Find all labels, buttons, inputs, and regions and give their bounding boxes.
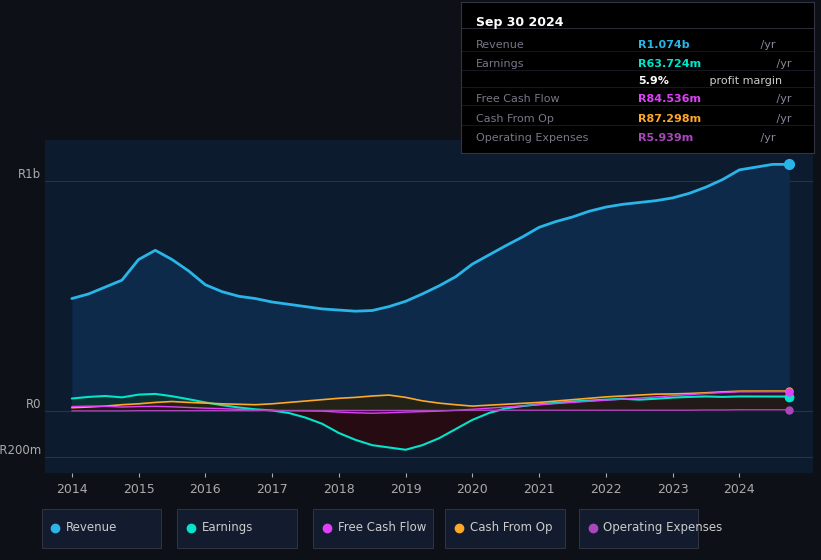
Text: Sep 30 2024: Sep 30 2024 xyxy=(475,16,563,29)
FancyBboxPatch shape xyxy=(579,508,699,548)
Text: R87.298m: R87.298m xyxy=(638,114,701,124)
Text: /yr: /yr xyxy=(773,114,792,124)
Text: R1b: R1b xyxy=(18,169,41,181)
Text: 5.9%: 5.9% xyxy=(638,76,669,86)
Text: R0: R0 xyxy=(25,398,41,411)
FancyBboxPatch shape xyxy=(445,508,565,548)
Text: Revenue: Revenue xyxy=(67,521,117,534)
FancyBboxPatch shape xyxy=(177,508,297,548)
Text: Operating Expenses: Operating Expenses xyxy=(475,133,588,143)
Text: Cash From Op: Cash From Op xyxy=(470,521,553,534)
Text: Free Cash Flow: Free Cash Flow xyxy=(338,521,426,534)
Text: /yr: /yr xyxy=(773,94,792,104)
Text: profit margin: profit margin xyxy=(706,76,782,86)
Text: Revenue: Revenue xyxy=(475,40,525,50)
Text: R63.724m: R63.724m xyxy=(638,59,701,69)
Text: Earnings: Earnings xyxy=(202,521,254,534)
Text: /yr: /yr xyxy=(756,133,775,143)
Text: /yr: /yr xyxy=(756,40,775,50)
Text: R84.536m: R84.536m xyxy=(638,94,701,104)
Text: Earnings: Earnings xyxy=(475,59,524,69)
Text: R5.939m: R5.939m xyxy=(638,133,693,143)
Text: R1.074b: R1.074b xyxy=(638,40,690,50)
FancyBboxPatch shape xyxy=(314,508,433,548)
Text: Cash From Op: Cash From Op xyxy=(475,114,553,124)
FancyBboxPatch shape xyxy=(42,508,161,548)
Text: Operating Expenses: Operating Expenses xyxy=(603,521,722,534)
Text: -R200m: -R200m xyxy=(0,444,41,457)
Text: /yr: /yr xyxy=(773,59,792,69)
Text: Free Cash Flow: Free Cash Flow xyxy=(475,94,559,104)
